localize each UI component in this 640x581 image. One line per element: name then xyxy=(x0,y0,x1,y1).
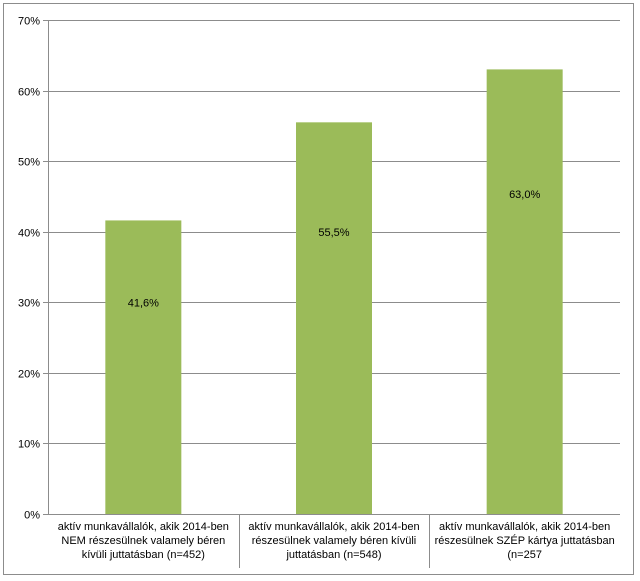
y-tick-label: 20% xyxy=(18,369,40,381)
y-tick-label: 40% xyxy=(18,228,40,240)
bar xyxy=(486,69,563,515)
x-category-label: aktív munkavállalók, akik 2014-ben része… xyxy=(434,521,615,561)
x-category-label: aktív munkavállalók, akik 2014-ben része… xyxy=(248,521,420,561)
y-tick-label: 60% xyxy=(18,87,40,99)
bar xyxy=(105,220,182,514)
y-tick-label: 0% xyxy=(24,510,40,522)
y-tick-label: 30% xyxy=(18,298,40,310)
data-label: 55,5% xyxy=(318,227,349,239)
x-category-label: aktív munkavállalók, akik 2014-ben NEM r… xyxy=(57,521,229,561)
data-label: 63,0% xyxy=(509,189,540,201)
data-label: 41,6% xyxy=(128,298,159,310)
y-tick-label: 70% xyxy=(18,16,40,28)
bar xyxy=(296,122,372,514)
y-tick-label: 10% xyxy=(18,439,40,451)
y-tick-label: 50% xyxy=(18,157,40,169)
